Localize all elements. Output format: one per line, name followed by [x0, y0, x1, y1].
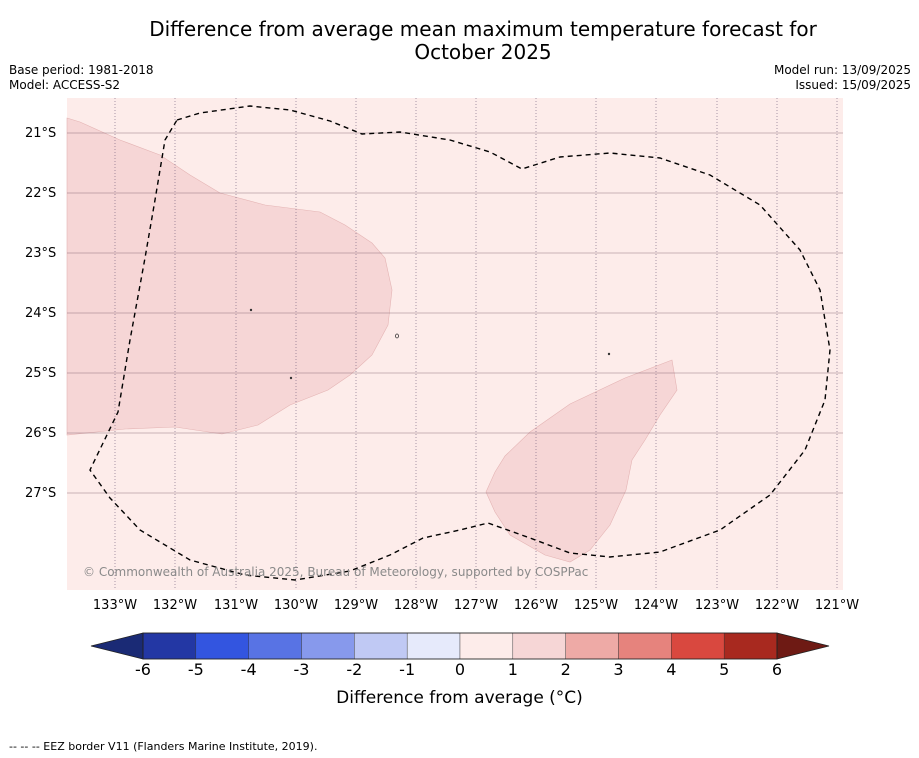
anomaly-region-southeast: [485, 359, 678, 563]
lon-label: 128°W: [393, 598, 439, 613]
colorbar-tick-label: -5: [187, 660, 204, 679]
model-run: Model run: 13/09/2025: [773, 63, 911, 77]
colorbar-tick-label: -6: [135, 660, 151, 679]
lon-label: 133°W: [92, 598, 138, 613]
lat-label: 27°S: [25, 486, 57, 501]
lat-label: 21°S: [25, 126, 57, 141]
graticule-lat: [67, 132, 843, 494]
lon-label: 121°W: [814, 598, 860, 613]
meta-right: Model run: 13/09/2025 Issued: 15/09/2025: [774, 63, 911, 93]
issued-date: Issued: 15/09/2025: [795, 78, 911, 92]
colorbar-tick-label: 4: [666, 660, 677, 679]
anomaly-region-west: [66, 117, 393, 436]
island-mark: [289, 376, 293, 380]
lon-label: 123°W: [694, 598, 740, 613]
colorbar-tick-label: -1: [399, 660, 416, 679]
lon-label: 131°W: [213, 598, 259, 613]
map-title: Difference from average mean maximum tem…: [0, 18, 919, 64]
colorbar-tick-label: -3: [293, 660, 310, 679]
island-mark: [607, 352, 611, 356]
colorbar-tick-label: 6: [771, 660, 783, 679]
island-mark: [249, 308, 253, 312]
lat-label: 23°S: [25, 246, 57, 261]
title-line-2: October 2025: [414, 40, 552, 64]
base-period: Base period: 1981-2018: [9, 63, 154, 77]
lat-label: 24°S: [25, 306, 57, 321]
copyright-notice: © Commonwealth of Australia 2025, Bureau…: [83, 565, 589, 579]
lat-label: 22°S: [25, 186, 57, 201]
model-name: Model: ACCESS-S2: [9, 78, 121, 92]
lon-label: 127°W: [453, 598, 499, 613]
lon-label: 132°W: [152, 598, 198, 613]
title-line-1: Difference from average mean maximum tem…: [149, 17, 817, 41]
eez-border: [89, 105, 831, 581]
graticule: [114, 98, 838, 590]
island-mark: [395, 333, 399, 339]
lon-label: 130°W: [273, 598, 319, 613]
colorbar-tick-label: 5: [719, 660, 730, 679]
colorbar-tick-label: -4: [240, 660, 257, 679]
islands: [249, 308, 611, 380]
lon-label: 126°W: [513, 598, 559, 613]
lon-label: 129°W: [333, 598, 379, 613]
lon-label: 125°W: [573, 598, 619, 613]
eez-legend-footer: -- -- -- EEZ border V11 (Flanders Marine…: [9, 740, 318, 753]
meta-left: Base period: 1981-2018 Model: ACCESS-S2: [9, 63, 154, 93]
colorbar-label: Difference from average (°C): [336, 688, 583, 708]
colorbar-tick-label: 0: [454, 660, 466, 679]
lon-label: 122°W: [754, 598, 800, 613]
colorbar-tick-label: 3: [613, 660, 624, 679]
colorbar-tick-label: 2: [560, 660, 571, 679]
lon-label: 124°W: [633, 598, 679, 613]
lat-label: 25°S: [25, 366, 57, 381]
lat-label: 26°S: [25, 426, 57, 441]
colorbar-tick-label: -2: [346, 660, 363, 679]
colorbar-tick-label: 1: [507, 660, 518, 679]
